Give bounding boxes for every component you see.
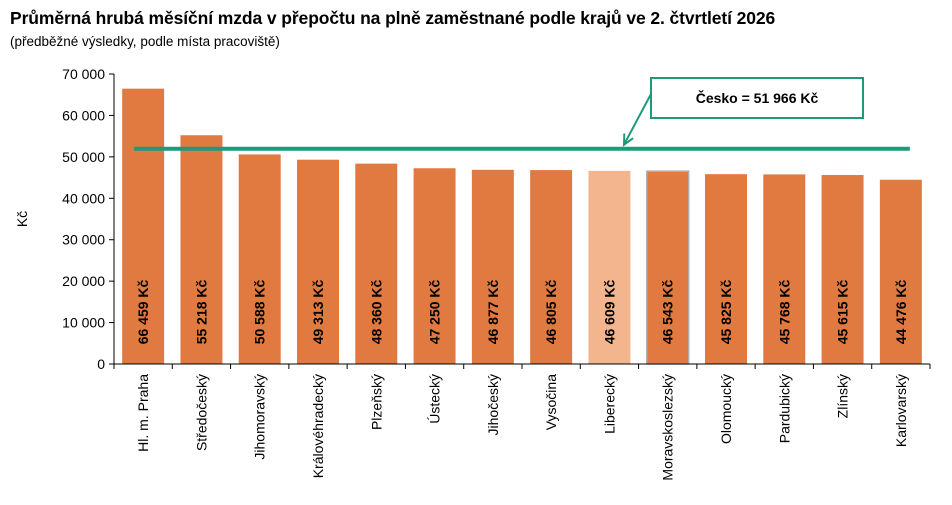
bar-6 bbox=[471, 169, 514, 364]
bar-0 bbox=[122, 88, 165, 365]
category-label-10: Olomoucký bbox=[718, 374, 734, 444]
data-label-10: 45 825 Kč bbox=[718, 279, 734, 344]
data-label-3: 49 313 Kč bbox=[310, 279, 326, 344]
category-label-8: Liberecký bbox=[601, 374, 617, 434]
data-label-4: 48 360 Kč bbox=[368, 279, 384, 344]
data-label-8: 46 609 Kč bbox=[601, 279, 617, 344]
bar-9 bbox=[645, 170, 690, 365]
bar-3 bbox=[297, 159, 339, 364]
chart-subtitle: (předběžné výsledky, podle místa pracovi… bbox=[10, 34, 280, 49]
reference-line-group: Česko = 51 966 Kč bbox=[134, 77, 910, 151]
chart-title: Průměrná hrubá měsíční mzda v přepočtu n… bbox=[10, 8, 776, 28]
category-label-3: Královéhradecký bbox=[310, 374, 326, 478]
category-label-7: Vysočina bbox=[543, 374, 559, 431]
data-label-7: 46 805 Kč bbox=[543, 279, 559, 344]
category-label-12: Zlínský bbox=[835, 374, 851, 418]
bar-10 bbox=[705, 174, 747, 364]
callout-arrow-head bbox=[622, 133, 634, 147]
bar-5 bbox=[413, 168, 456, 364]
data-label-13: 44 476 Kč bbox=[893, 279, 909, 344]
category-label-9: Moravskoslezský bbox=[660, 374, 676, 481]
data-label-6: 46 877 Kč bbox=[485, 279, 501, 344]
y-tick-label-5: 50 000 bbox=[62, 149, 105, 165]
y-tick-label-1: 10 000 bbox=[62, 315, 105, 331]
category-label-0: Hl. m. Praha bbox=[135, 374, 151, 452]
y-tick-label-2: 20 000 bbox=[62, 273, 105, 289]
category-label-6: Jihočeský bbox=[485, 374, 501, 435]
data-label-1: 55 218 Kč bbox=[193, 279, 209, 344]
axes: 0 10 000 20 000 30 000 40 000 50 000 60 000 70 … bbox=[14, 66, 931, 481]
category-label-5: Ústecký bbox=[427, 374, 443, 424]
category-label-13: Karlovarský bbox=[893, 374, 909, 447]
data-label-2: 50 588 Kč bbox=[252, 279, 268, 344]
bar-1 bbox=[180, 135, 223, 364]
y-tick-label-0: 0 bbox=[97, 356, 105, 372]
data-label-5: 47 250 Kč bbox=[427, 279, 443, 344]
category-label-4: Plzeňský bbox=[368, 374, 384, 430]
callout-arrow-shaft bbox=[623, 93, 652, 146]
bar-2 bbox=[238, 154, 281, 364]
y-tick-label-3: 30 000 bbox=[62, 232, 105, 248]
data-label-9: 46 543 Kč bbox=[660, 279, 676, 344]
bars: 66 459 Kč 55 218 Kč 50 588 Kč 49 313 Kč 48 3… bbox=[122, 88, 922, 365]
bar-8 bbox=[588, 170, 631, 364]
bar-12 bbox=[821, 175, 864, 364]
y-axis-title: Kč bbox=[14, 211, 30, 227]
category-label-1: Středočeský bbox=[193, 374, 209, 451]
category-label-2: Jihomoravský bbox=[252, 374, 268, 460]
y-tick-label-6: 60 000 bbox=[62, 107, 105, 123]
category-label-11: Pardubický bbox=[776, 374, 792, 443]
bar-13 bbox=[879, 179, 922, 364]
bar-7 bbox=[530, 170, 573, 364]
data-label-11: 45 768 Kč bbox=[776, 279, 792, 344]
bar-11 bbox=[763, 174, 806, 364]
data-label-0: 66 459 Kč bbox=[135, 279, 151, 344]
bar-4 bbox=[355, 163, 398, 364]
y-tick-label-4: 40 000 bbox=[62, 190, 105, 206]
data-label-12: 45 615 Kč bbox=[835, 279, 851, 344]
reference-callout-label: Česko = 51 966 Kč bbox=[696, 89, 819, 106]
reference-callout-box bbox=[650, 77, 864, 119]
y-tick-label-7: 70 000 bbox=[62, 66, 105, 82]
